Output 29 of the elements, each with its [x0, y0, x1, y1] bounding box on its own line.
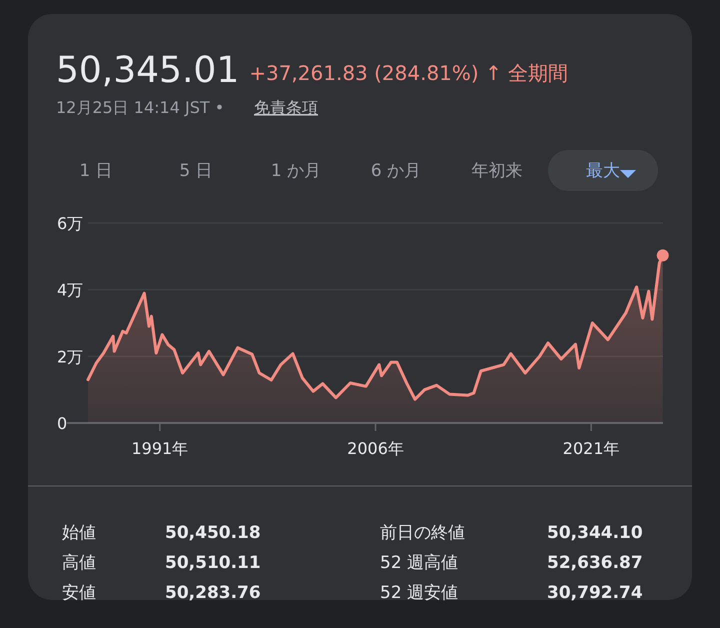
text: 52 週高値: [380, 553, 458, 573]
chart-subtitle: +37,261.83 (284.81%) ↑ 全期間: [249, 61, 568, 85]
y-tick-label: 4万: [57, 280, 84, 300]
text: 始値: [62, 523, 96, 543]
x-tick-label: 2021年: [562, 439, 620, 458]
y-tick-label: 2万: [57, 347, 84, 366]
text: 年初来: [472, 161, 522, 181]
text: 安値: [62, 583, 96, 603]
text: 52,636.87: [547, 553, 643, 573]
text: 30,792.74: [547, 583, 643, 603]
text: 高値: [62, 553, 96, 573]
text: 6 か月: [370, 161, 422, 181]
text: 50,283.76: [165, 583, 261, 603]
text: 50,510.11: [165, 553, 261, 573]
text: 最大: [586, 161, 620, 181]
text: 1 か月: [270, 161, 322, 181]
text: 12月25日 14:14 JST •: [56, 98, 224, 117]
text: 50,450.18: [165, 523, 261, 543]
text: 1 日: [79, 161, 113, 181]
chart-title: 50,345.01: [56, 50, 240, 91]
text: 50,344.10: [547, 523, 643, 543]
y-tick-label: 0: [57, 414, 68, 433]
text: 前日の終値: [380, 523, 465, 543]
x-tick-label: 1991年: [132, 439, 188, 458]
text: 免責条項: [254, 98, 318, 117]
text: 5 日: [179, 161, 213, 181]
text: 52 週安値: [380, 583, 458, 603]
x-tick-label: 2006年: [347, 439, 404, 458]
y-tick-label: 6万: [57, 214, 84, 233]
